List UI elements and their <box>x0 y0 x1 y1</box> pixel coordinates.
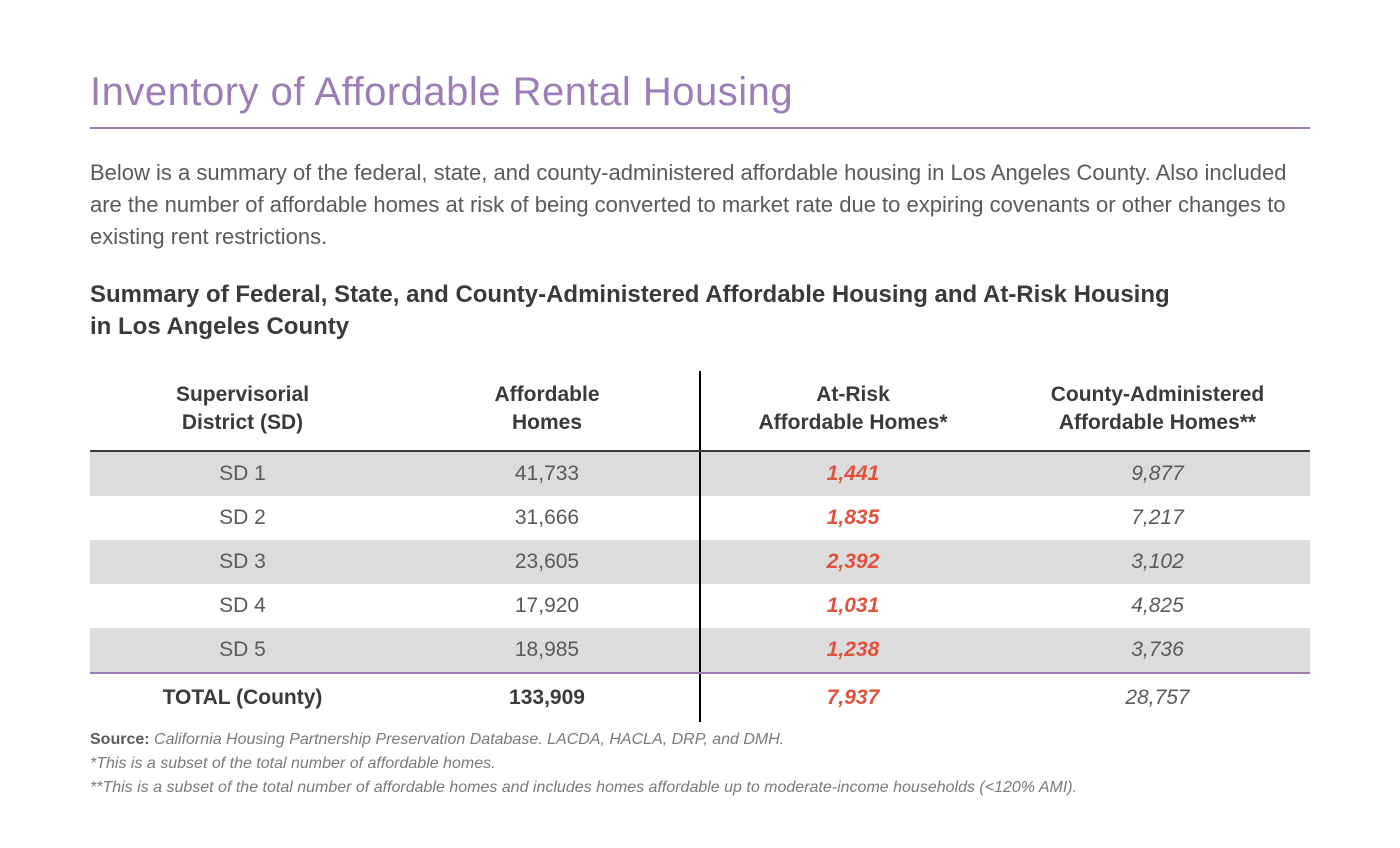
col-header-county-admin: County-Administered Affordable Homes** <box>1005 371 1310 451</box>
cell-affordable: 23,605 <box>395 540 700 584</box>
housing-table: Supervisorial District (SD) Affordable H… <box>90 371 1310 722</box>
table-row: SD 4 17,920 1,031 4,825 <box>90 584 1310 628</box>
table-row: SD 5 18,985 1,238 3,736 <box>90 628 1310 673</box>
table-row: SD 1 41,733 1,441 9,877 <box>90 451 1310 496</box>
intro-paragraph: Below is a summary of the federal, state… <box>90 157 1290 253</box>
footnotes: Source: California Housing Partnership P… <box>90 728 1310 800</box>
col-header-district: Supervisorial District (SD) <box>90 371 395 451</box>
footnote-1: *This is a subset of the total number of… <box>90 752 1310 776</box>
cell-at-risk: 1,835 <box>700 496 1005 540</box>
cell-total-county-admin: 28,757 <box>1005 673 1310 722</box>
cell-at-risk: 1,238 <box>700 628 1005 673</box>
footnote-source: Source: California Housing Partnership P… <box>90 728 1310 752</box>
cell-county-admin: 3,736 <box>1005 628 1310 673</box>
cell-at-risk: 1,031 <box>700 584 1005 628</box>
cell-county-admin: 3,102 <box>1005 540 1310 584</box>
source-label: Source: <box>90 731 150 748</box>
table-body: SD 1 41,733 1,441 9,877 SD 2 31,666 1,83… <box>90 451 1310 673</box>
section-subtitle: Summary of Federal, State, and County-Ad… <box>90 279 1190 344</box>
table-total-row: TOTAL (County) 133,909 7,937 28,757 <box>90 673 1310 722</box>
col-header-at-risk: At-Risk Affordable Homes* <box>700 371 1005 451</box>
cell-affordable: 17,920 <box>395 584 700 628</box>
cell-county-admin: 7,217 <box>1005 496 1310 540</box>
cell-affordable: 18,985 <box>395 628 700 673</box>
cell-district: SD 3 <box>90 540 395 584</box>
cell-district: SD 1 <box>90 451 395 496</box>
col-header-affordable: Affordable Homes <box>395 371 700 451</box>
cell-at-risk: 1,441 <box>700 451 1005 496</box>
footnote-2: **This is a subset of the total number o… <box>90 776 1310 800</box>
cell-total-label: TOTAL (County) <box>90 673 395 722</box>
cell-total-at-risk: 7,937 <box>700 673 1005 722</box>
cell-district: SD 2 <box>90 496 395 540</box>
source-text: California Housing Partnership Preservat… <box>150 731 785 748</box>
table-header-row: Supervisorial District (SD) Affordable H… <box>90 371 1310 451</box>
table-row: SD 2 31,666 1,835 7,217 <box>90 496 1310 540</box>
cell-total-affordable: 133,909 <box>395 673 700 722</box>
cell-county-admin: 9,877 <box>1005 451 1310 496</box>
table-row: SD 3 23,605 2,392 3,102 <box>90 540 1310 584</box>
cell-at-risk: 2,392 <box>700 540 1005 584</box>
page-title: Inventory of Affordable Rental Housing <box>90 70 1310 129</box>
cell-affordable: 31,666 <box>395 496 700 540</box>
cell-district: SD 5 <box>90 628 395 673</box>
cell-affordable: 41,733 <box>395 451 700 496</box>
cell-county-admin: 4,825 <box>1005 584 1310 628</box>
cell-district: SD 4 <box>90 584 395 628</box>
